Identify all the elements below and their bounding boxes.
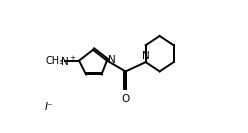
Text: I⁻: I⁻ (45, 102, 54, 112)
Text: O: O (122, 94, 130, 104)
Text: CH₃: CH₃ (45, 56, 63, 66)
Text: N$^+$: N$^+$ (60, 55, 77, 68)
Text: N: N (142, 51, 150, 61)
Text: N: N (108, 55, 116, 65)
